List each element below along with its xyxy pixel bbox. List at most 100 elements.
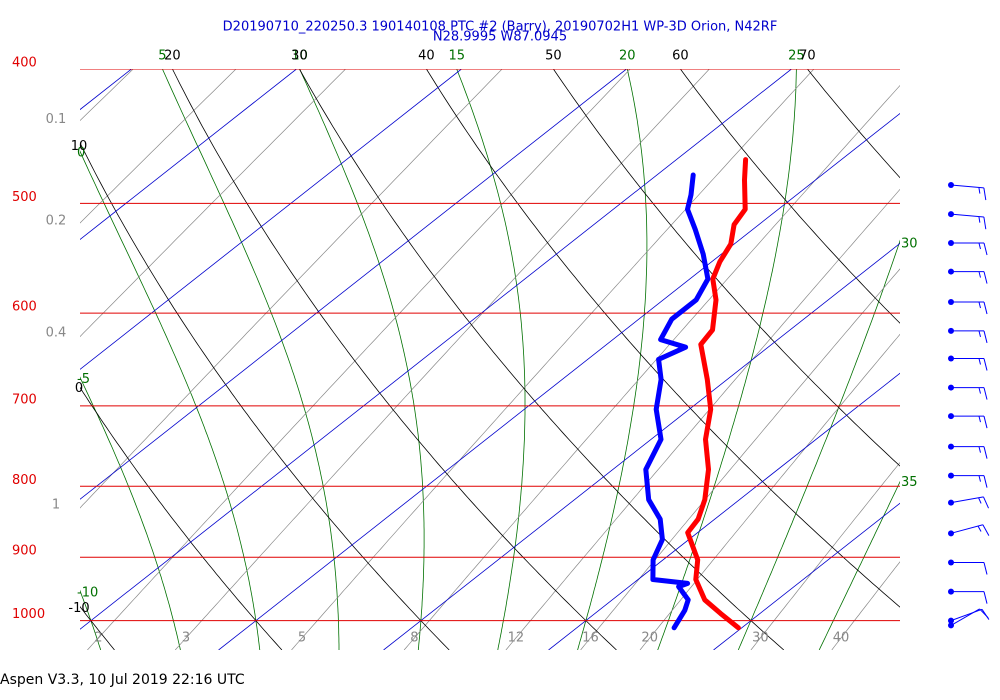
wind-barb: [982, 524, 990, 536]
moist-adiabat: [80, 589, 102, 650]
dry-adiabat: [80, 606, 115, 650]
chart-title: D20190710_220250.3 190140108 PTC #2 (Bar…: [223, 20, 778, 35]
isotherm: [548, 372, 900, 650]
dry-adiabat-label: 40: [418, 49, 435, 64]
wind-half-barb: [977, 525, 982, 532]
mixing-ratio-line: [639, 333, 900, 650]
mixing-ratio-label: 3: [182, 631, 190, 646]
mixing-ratio-label: 8: [410, 631, 418, 646]
moist-adiabat-label: 25: [788, 49, 805, 64]
wind-staff: [950, 608, 980, 626]
isotherm: [80, 69, 297, 240]
wind-staff: [950, 524, 984, 534]
dry-adiabat: [80, 142, 450, 650]
dry-adiabat-label: 0: [75, 381, 83, 396]
wind-half-barb: [978, 242, 981, 250]
isotherm: [80, 69, 462, 370]
wind-staff: [950, 213, 984, 218]
wind-barb: [983, 242, 988, 256]
mixing-ratio-line: [403, 84, 900, 650]
footer: Aspen V3.3, 10 Jul 2019 22:16 UTC: [0, 672, 245, 688]
wind-half-barb: [978, 216, 981, 223]
y-tick-label: 800: [12, 473, 37, 488]
mixing-ratio-line: [750, 461, 900, 650]
wind-staff: [950, 496, 984, 504]
dry-adiabat-label: 50: [545, 49, 562, 64]
wind-staff: [950, 608, 983, 622]
wind-barb: [983, 591, 988, 604]
profile-line: [643, 172, 711, 631]
moist-adiabat: [80, 150, 261, 650]
mixing-ratio-line: [831, 561, 900, 650]
mixing-ratio-label: 2: [94, 631, 102, 646]
mixing-ratio-label: 30: [752, 631, 769, 646]
isotherm: [80, 69, 792, 630]
moist-adiabat: [162, 69, 340, 650]
moist-adiabat: [299, 69, 425, 650]
moist-adiabat: [80, 376, 181, 650]
mixing-ratio-label: 12: [508, 631, 525, 646]
moist-adiabat-label: 5: [158, 49, 166, 64]
mixing-ratio-label: 40: [833, 631, 850, 646]
moist-adiabat-label: -10: [77, 585, 98, 600]
wind-barb: [983, 387, 988, 400]
wind-half-barb: [978, 187, 981, 194]
dry-adiabat-label: 20: [164, 49, 181, 64]
moist-adiabat-label: 15: [448, 49, 465, 64]
y-tick-label: 900: [12, 544, 37, 559]
plot-area: [80, 69, 900, 650]
wind-barb: [983, 271, 988, 284]
mixing-ratio-line: [87, 69, 631, 650]
wind-half-barb: [978, 475, 981, 482]
mixing-ratio-label: 5: [298, 631, 306, 646]
dry-adiabat: [299, 69, 785, 650]
mixing-ratio-line: [80, 69, 237, 224]
isotherm: [218, 112, 900, 650]
wind-half-barb: [978, 497, 982, 504]
mixing-ratio-label: 0.2: [46, 214, 67, 229]
wind-half-barb: [978, 416, 981, 423]
moist-adiabat: [577, 69, 648, 650]
mixing-ratio-label: 1: [52, 497, 60, 512]
mixing-ratio-line: [291, 69, 815, 650]
wind-barb: [983, 416, 988, 429]
wind-barb: [979, 608, 989, 619]
moist-adiabat-label: 10: [291, 49, 308, 64]
moist-adiabat-label: 35: [901, 475, 918, 490]
wind-barb: [983, 187, 987, 201]
dry-adiabat-label: 30: [291, 49, 308, 64]
dry-adiabat-label: 10: [71, 139, 88, 154]
moist-adiabat: [737, 239, 900, 650]
dry-adiabat: [172, 69, 617, 650]
wind-barb: [983, 358, 988, 371]
moist-adiabat-label: -5: [77, 372, 90, 387]
moist-adiabat-label: 0: [77, 146, 85, 161]
wind-staff: [950, 184, 984, 189]
wind-half-barb: [978, 387, 981, 394]
isotherm: [383, 242, 900, 650]
profile-line: [685, 157, 749, 631]
dry-adiabat-label: 60: [672, 49, 689, 64]
moist-adiabat: [456, 69, 526, 650]
y-tick-label: 500: [12, 190, 37, 205]
isotherm: [80, 69, 627, 500]
wind-barb: [983, 562, 988, 575]
wind-barb: [983, 475, 988, 488]
wind-barb: [983, 216, 987, 230]
moist-adiabat: [818, 480, 900, 650]
wind-barb: [983, 301, 988, 315]
dry-adiabat: [80, 386, 283, 650]
wind-barb: [983, 496, 989, 509]
dry-adiabat: [680, 69, 900, 324]
y-tick-label: 400: [12, 56, 37, 71]
wind-half-barb: [978, 271, 981, 278]
wind-half-barb: [978, 301, 981, 309]
mixing-ratio-label: 20: [641, 631, 658, 646]
y-tick-label: 700: [12, 392, 37, 407]
mixing-ratio-label: 0.1: [46, 112, 67, 127]
moist-adiabat-label: 30: [901, 237, 918, 252]
mixing-ratio-line: [80, 69, 503, 509]
isotherm: [80, 69, 132, 111]
mixing-ratio-line: [174, 69, 710, 650]
